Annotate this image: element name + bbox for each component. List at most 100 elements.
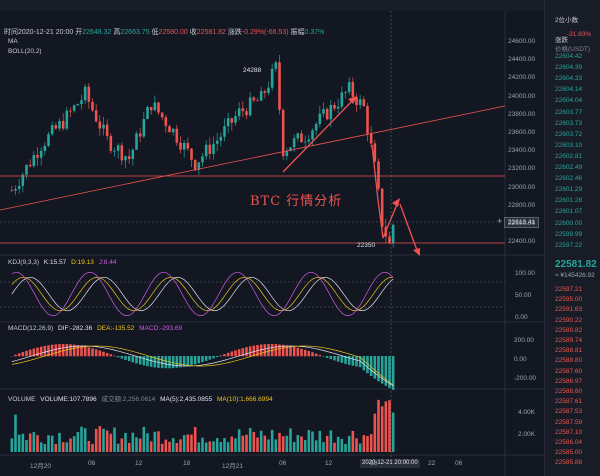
macd-bar: [179, 356, 182, 368]
bid-price[interactable]: 22586.04: [555, 439, 583, 446]
candle: [230, 118, 234, 123]
candle: [14, 188, 17, 191]
bid-price[interactable]: 22590.22: [555, 316, 583, 324]
macd-bar: [388, 356, 391, 388]
time-tick: 12月20: [30, 463, 51, 470]
ask-price[interactable]: 22602.46: [555, 175, 583, 183]
ask-price[interactable]: 22603.72: [555, 130, 583, 138]
volume-bar: [259, 430, 263, 452]
macd-bar: [373, 356, 377, 379]
candle: [391, 224, 395, 244]
time-tick: 06: [88, 460, 96, 467]
volume-bar: [186, 434, 190, 452]
macd-bar: [116, 356, 120, 358]
bid-price[interactable]: 22591.63: [555, 306, 583, 314]
bid-price[interactable]: 22585.00: [555, 449, 583, 457]
volume-bar: [267, 439, 270, 452]
decimal-selector[interactable]: 2位小数: [555, 17, 579, 24]
ask-price[interactable]: 22604.04: [555, 97, 583, 105]
candle: [226, 118, 230, 127]
up-arrow-head: [348, 96, 357, 104]
ma-indicator-label[interactable]: MA: [8, 38, 18, 45]
bid-price[interactable]: 22595.00: [555, 296, 583, 304]
volume-bar: [347, 435, 351, 452]
volume-bar: [83, 428, 87, 452]
bid-price[interactable]: 22587.53: [555, 408, 583, 416]
bid-price[interactable]: 22597.21: [555, 286, 583, 293]
volume-bar: [91, 443, 94, 452]
volume-bar: [36, 435, 39, 452]
macd-bar: [65, 344, 69, 357]
macd-bar: [285, 345, 289, 357]
volume-bar: [168, 441, 171, 452]
bid-price[interactable]: 22588.81: [555, 347, 583, 355]
ask-price[interactable]: 22603.73: [555, 119, 583, 127]
volume-bar: [182, 435, 186, 452]
macd-bar: [344, 356, 347, 364]
kdj-legend[interactable]: KDJ(9,3,3) K:15.57 D:19.13 J:8.44: [8, 259, 117, 266]
volume-bar: [204, 442, 208, 452]
bid-price[interactable]: 22588.80: [555, 357, 583, 365]
macd-bar: [76, 345, 80, 357]
boll-indicator-label[interactable]: BOLL(20,2): [8, 48, 42, 55]
ask-price[interactable]: 22604.14: [555, 86, 583, 94]
bid-price[interactable]: 22589.82: [555, 326, 583, 334]
high-annotation: 24288: [243, 67, 262, 74]
candle: [263, 91, 267, 93]
kdj-tick: 0.00: [515, 314, 528, 321]
candle: [289, 147, 292, 151]
ask-price[interactable]: 22601.29: [555, 186, 583, 194]
ask-price[interactable]: 22602.81: [555, 152, 583, 160]
macd-bar: [245, 347, 248, 357]
bid-price[interactable]: 22588.60: [555, 388, 583, 395]
volume-legend[interactable]: VOLUME VOLUME:107.7896 成交额:2,256.0614 MA…: [8, 396, 273, 403]
ask-price[interactable]: 22603.77: [555, 108, 583, 116]
candle: [146, 107, 149, 120]
candle: [256, 100, 259, 102]
ask-price[interactable]: 22604.33: [555, 75, 583, 83]
macd-bar: [43, 345, 47, 357]
candlestick-chart[interactable]: [0, 0, 544, 476]
macd-bar: [362, 356, 366, 371]
candle: [94, 110, 98, 122]
macd-bar: [230, 351, 234, 357]
add-icon[interactable]: +: [497, 216, 503, 226]
bid-price[interactable]: 22587.10: [555, 428, 583, 436]
candle: [72, 105, 76, 111]
volume-bar: [54, 443, 58, 452]
bid-price[interactable]: 22585.88: [555, 459, 583, 467]
ask-price[interactable]: 22601.28: [555, 197, 583, 205]
volume-bar: [289, 428, 292, 452]
volume-bar: [109, 433, 113, 452]
ask-price[interactable]: 22604.42: [555, 53, 583, 60]
macd-legend[interactable]: MACD(12,26,9) DIF:-282.36 DEA:-135.52 MA…: [8, 325, 183, 332]
bid-price[interactable]: 22587.60: [555, 367, 583, 375]
top-menu-bar: [0, 0, 544, 11]
ask-price[interactable]: 22602.49: [555, 164, 583, 171]
ask-price[interactable]: 22599.99: [555, 230, 583, 238]
macd-bar: [274, 344, 278, 357]
bid-price[interactable]: 22587.59: [555, 418, 583, 426]
candle: [142, 119, 146, 137]
macd-bar: [296, 347, 300, 357]
low-annotation: 22350: [357, 242, 376, 249]
volume-bar: [281, 436, 285, 452]
ask-price[interactable]: 22600.00: [555, 219, 583, 227]
candle: [259, 91, 263, 101]
candle: [325, 108, 329, 120]
bid-price[interactable]: 22586.97: [555, 377, 583, 385]
bid-price[interactable]: 22587.61: [555, 398, 583, 406]
candle: [168, 126, 171, 133]
bid-price[interactable]: 22589.74: [555, 337, 583, 344]
volume-bar: [61, 442, 65, 452]
macd-bar: [355, 356, 358, 367]
down-arrow-line: [371, 144, 384, 239]
candle: [241, 108, 245, 112]
macd-bar: [105, 352, 109, 357]
ask-price[interactable]: 22597.22: [555, 241, 583, 249]
ask-price[interactable]: 22604.39: [555, 64, 583, 72]
candle: [182, 142, 186, 150]
price-tick: 23000.00: [508, 183, 536, 191]
ask-price[interactable]: 22601.07: [555, 208, 583, 216]
ask-price[interactable]: 22603.10: [555, 141, 583, 149]
